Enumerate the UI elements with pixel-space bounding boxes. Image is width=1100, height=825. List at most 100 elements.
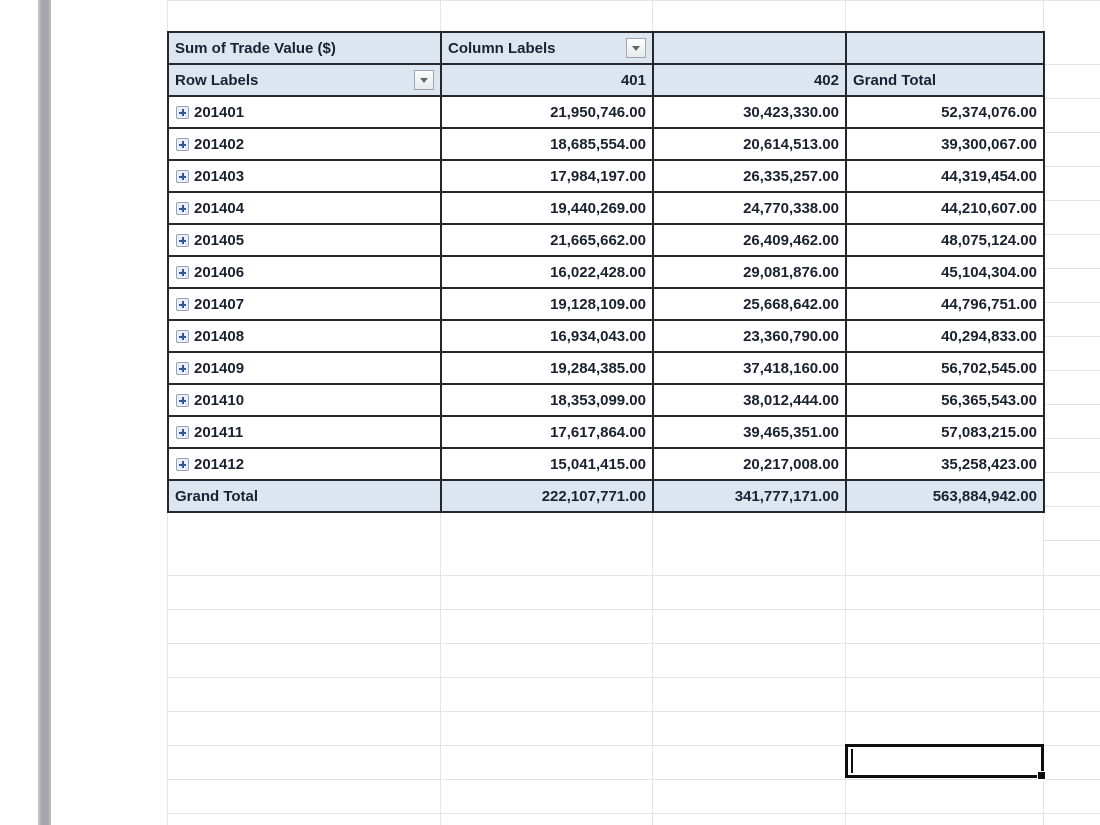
- table-row: 201402 18,685,554.00 20,614,513.00 39,30…: [167, 127, 1045, 161]
- value-cell[interactable]: 30,423,330.00: [652, 95, 847, 129]
- value-cell[interactable]: 20,614,513.00: [652, 127, 847, 161]
- value-cell[interactable]: 39,465,351.00: [652, 415, 847, 449]
- column-header-402[interactable]: 402: [652, 63, 847, 97]
- value-cell[interactable]: 19,128,109.00: [440, 287, 654, 321]
- value-cell[interactable]: 19,440,269.00: [440, 191, 654, 225]
- expand-icon[interactable]: [176, 426, 189, 440]
- column-labels-filter-button[interactable]: [626, 38, 646, 58]
- row-label: 201401: [194, 103, 245, 121]
- worksheet-grid-area[interactable]: [167, 542, 1100, 825]
- expand-icon[interactable]: [176, 202, 189, 216]
- value-cell[interactable]: 23,360,790.00: [652, 319, 847, 353]
- pivot-header-row-1: Sum of Trade Value ($) Column Labels: [167, 31, 1045, 65]
- value-cell[interactable]: 16,934,043.00: [440, 319, 654, 353]
- grand-total-row: Grand Total 222,107,771.00 341,777,171.0…: [167, 479, 1045, 513]
- value-cell[interactable]: 21,665,662.00: [440, 223, 654, 257]
- value-cell[interactable]: 26,409,462.00: [652, 223, 847, 257]
- value-cell[interactable]: 16,022,428.00: [440, 255, 654, 289]
- expand-icon[interactable]: [176, 330, 189, 344]
- row-label-cell[interactable]: 201403: [167, 159, 442, 193]
- expand-icon[interactable]: [176, 458, 189, 472]
- table-row: 201404 19,440,269.00 24,770,338.00 44,21…: [167, 191, 1045, 225]
- row-label: 201408: [194, 327, 245, 345]
- column-header-grand-total[interactable]: Grand Total: [845, 63, 1045, 97]
- value-cell[interactable]: 35,258,423.00: [845, 447, 1045, 481]
- value-cell[interactable]: 40,294,833.00: [845, 319, 1045, 353]
- row-label-cell[interactable]: 201406: [167, 255, 442, 289]
- value-cell[interactable]: 17,617,864.00: [440, 415, 654, 449]
- expand-icon[interactable]: [176, 394, 189, 408]
- value-cell[interactable]: 19,284,385.00: [440, 351, 654, 385]
- value-cell[interactable]: 18,353,099.00: [440, 383, 654, 417]
- value-cell[interactable]: 21,950,746.00: [440, 95, 654, 129]
- window-divider-strip: [38, 0, 51, 825]
- value-cell[interactable]: 57,083,215.00: [845, 415, 1045, 449]
- active-cell-selection[interactable]: [845, 744, 1046, 780]
- value-cell[interactable]: 48,075,124.00: [845, 223, 1045, 257]
- row-label-cell[interactable]: 201411: [167, 415, 442, 449]
- expand-icon[interactable]: [176, 106, 189, 120]
- row-label-cell[interactable]: 201404: [167, 191, 442, 225]
- value-cell[interactable]: 24,770,338.00: [652, 191, 847, 225]
- row-label: 201411: [194, 423, 244, 441]
- gridline-horizontal: [167, 0, 1100, 1]
- expand-icon[interactable]: [176, 170, 189, 184]
- row-label-cell[interactable]: 201408: [167, 319, 442, 353]
- empty-header-cell[interactable]: [652, 31, 847, 65]
- expand-icon[interactable]: [176, 298, 189, 312]
- value-cell[interactable]: 38,012,444.00: [652, 383, 847, 417]
- row-label: 201404: [194, 199, 245, 217]
- value-cell[interactable]: 29,081,876.00: [652, 255, 847, 289]
- grand-total-value-cell[interactable]: 563,884,942.00: [845, 479, 1045, 513]
- column-labels-cell[interactable]: Column Labels: [440, 31, 654, 65]
- value-cell[interactable]: 45,104,304.00: [845, 255, 1045, 289]
- row-label: 201412: [194, 455, 245, 473]
- value-cell[interactable]: 39,300,067.00: [845, 127, 1045, 161]
- column-header-401[interactable]: 401: [440, 63, 654, 97]
- value-cell[interactable]: 56,365,543.00: [845, 383, 1045, 417]
- column-labels-text: Column Labels: [448, 39, 556, 57]
- value-cell[interactable]: 25,668,642.00: [652, 287, 847, 321]
- row-label-cell[interactable]: 201401: [167, 95, 442, 129]
- row-label: 201410: [194, 391, 245, 409]
- value-cell[interactable]: 20,217,008.00: [652, 447, 847, 481]
- expand-icon[interactable]: [176, 362, 189, 376]
- row-label-cell[interactable]: 201407: [167, 287, 442, 321]
- row-label-cell[interactable]: 201412: [167, 447, 442, 481]
- row-labels-filter-button[interactable]: [414, 70, 434, 90]
- value-cell[interactable]: 17,984,197.00: [440, 159, 654, 193]
- row-labels-cell[interactable]: Row Labels: [167, 63, 442, 97]
- value-cell[interactable]: 56,702,545.00: [845, 351, 1045, 385]
- expand-icon[interactable]: [176, 234, 189, 248]
- value-cell[interactable]: 26,335,257.00: [652, 159, 847, 193]
- row-label: 201409: [194, 359, 245, 377]
- value-cell[interactable]: 44,796,751.00: [845, 287, 1045, 321]
- grand-total-value-cell[interactable]: 341,777,171.00: [652, 479, 847, 513]
- value-cell[interactable]: 44,319,454.00: [845, 159, 1045, 193]
- table-row: 201411 17,617,864.00 39,465,351.00 57,08…: [167, 415, 1045, 449]
- value-cell[interactable]: 15,041,415.00: [440, 447, 654, 481]
- value-cell[interactable]: 18,685,554.00: [440, 127, 654, 161]
- pivot-table: Sum of Trade Value ($) Column Labels Row…: [167, 31, 1045, 513]
- value-cell[interactable]: 52,374,076.00: [845, 95, 1045, 129]
- table-row: 201408 16,934,043.00 23,360,790.00 40,29…: [167, 319, 1045, 353]
- expand-icon[interactable]: [176, 266, 189, 280]
- table-row: 201403 17,984,197.00 26,335,257.00 44,31…: [167, 159, 1045, 193]
- row-label-cell[interactable]: 201410: [167, 383, 442, 417]
- row-label-cell[interactable]: 201405: [167, 223, 442, 257]
- empty-header-cell[interactable]: [845, 31, 1045, 65]
- value-cell[interactable]: 37,418,160.00: [652, 351, 847, 385]
- row-label-cell[interactable]: 201402: [167, 127, 442, 161]
- worksheet-grid-area[interactable]: [1044, 31, 1100, 542]
- fill-handle[interactable]: [1037, 771, 1046, 780]
- table-row: 201407 19,128,109.00 25,668,642.00 44,79…: [167, 287, 1045, 321]
- expand-icon[interactable]: [176, 138, 189, 152]
- table-row: 201409 19,284,385.00 37,418,160.00 56,70…: [167, 351, 1045, 385]
- grand-total-value-cell[interactable]: 222,107,771.00: [440, 479, 654, 513]
- row-label-cell[interactable]: 201409: [167, 351, 442, 385]
- dropdown-arrow-icon: [632, 45, 640, 51]
- grand-total-label-cell[interactable]: Grand Total: [167, 479, 442, 513]
- table-row: 201412 15,041,415.00 20,217,008.00 35,25…: [167, 447, 1045, 481]
- pivot-title-cell[interactable]: Sum of Trade Value ($): [167, 31, 442, 65]
- value-cell[interactable]: 44,210,607.00: [845, 191, 1045, 225]
